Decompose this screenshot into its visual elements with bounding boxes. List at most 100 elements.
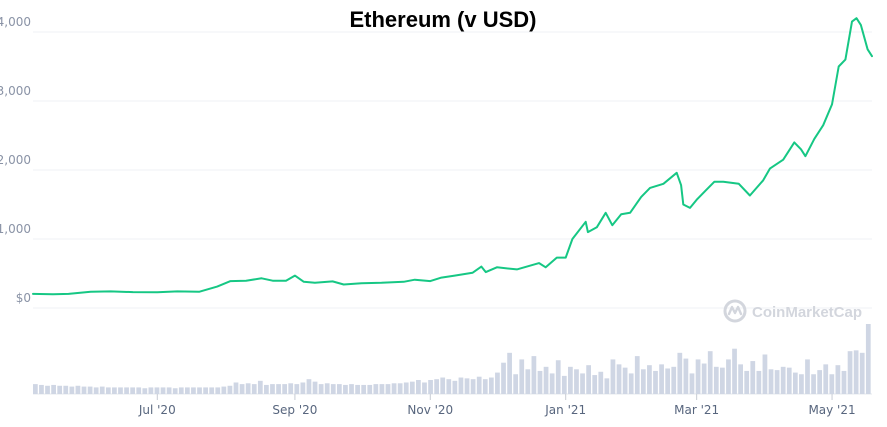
volume-bar xyxy=(318,384,324,394)
volume-bars xyxy=(33,324,871,394)
volume-bar xyxy=(184,387,190,394)
volume-bar xyxy=(148,387,154,394)
volume-bar xyxy=(160,387,166,394)
volume-bar xyxy=(659,364,664,394)
x-tick-label: May '21 xyxy=(808,403,855,417)
volume-bar xyxy=(379,384,385,394)
volume-bar xyxy=(859,352,865,394)
volume-bar xyxy=(786,367,792,394)
volume-bar xyxy=(507,352,512,394)
volume-bar xyxy=(495,372,500,394)
volume-bar xyxy=(422,382,427,394)
volume-bar xyxy=(112,387,117,394)
volume-bar xyxy=(835,365,841,394)
volume-bar xyxy=(543,366,549,394)
volume-bar xyxy=(817,370,823,394)
volume-bar xyxy=(166,387,172,394)
volume-bar xyxy=(130,387,136,394)
volume-bar xyxy=(172,388,178,394)
y-tick-label: $4,000 xyxy=(0,15,31,29)
volume-bar xyxy=(203,387,208,394)
volume-bar xyxy=(762,354,768,394)
volume-bar xyxy=(841,370,847,394)
volume-bar xyxy=(586,365,591,394)
volume-bar xyxy=(853,350,859,394)
volume-bar xyxy=(349,384,354,394)
volume-bar xyxy=(385,384,391,394)
volume-bar xyxy=(464,378,470,394)
volume-bar xyxy=(391,383,397,394)
volume-bar xyxy=(197,387,202,394)
volume-bar xyxy=(69,386,75,394)
volume-bar xyxy=(574,369,579,394)
y-tick-label: $0 xyxy=(16,291,31,305)
volume-bar xyxy=(568,366,573,394)
volume-bar xyxy=(452,380,458,394)
volume-bar xyxy=(549,373,555,394)
volume-bar xyxy=(336,384,342,394)
volume-bar xyxy=(683,358,689,394)
volume-bar xyxy=(63,385,69,394)
volume-bar xyxy=(93,387,99,394)
volume-bar xyxy=(671,366,677,394)
price-line xyxy=(32,17,873,296)
volume-bar xyxy=(306,379,312,394)
volume-bar xyxy=(367,384,373,394)
volume-bar xyxy=(592,375,598,394)
volume-bar xyxy=(282,384,288,394)
volume-bar xyxy=(39,384,44,394)
volume-bar xyxy=(634,356,640,394)
volume-bar xyxy=(488,377,494,394)
volume-bar xyxy=(811,374,816,394)
volume-bar xyxy=(215,387,221,394)
volume-bar xyxy=(373,384,379,394)
coinmarketcap-logo-icon xyxy=(723,299,747,323)
volume-bar xyxy=(531,356,537,394)
volume-bar xyxy=(227,385,233,394)
volume-bar xyxy=(744,370,750,394)
volume-bar xyxy=(695,359,701,394)
y-tick-label: $2,000 xyxy=(0,153,31,167)
y-tick-label: $1,000 xyxy=(0,222,31,236)
volume-bar xyxy=(774,370,780,394)
volume-bar xyxy=(616,364,622,394)
volume-bar xyxy=(33,384,38,394)
volume-bar xyxy=(239,384,245,394)
volume-bar xyxy=(136,387,142,394)
volume-bar xyxy=(251,384,257,394)
volume-bar xyxy=(689,373,695,394)
volume-bar xyxy=(209,387,215,394)
volume-bar xyxy=(124,387,129,394)
volume-bar xyxy=(501,362,506,394)
volume-bar xyxy=(470,379,476,394)
volume-bar xyxy=(476,376,482,394)
volume-bar xyxy=(647,365,652,394)
volume-bar xyxy=(440,377,446,394)
volume-bar xyxy=(446,379,452,394)
price-series xyxy=(32,17,873,296)
volume-bar xyxy=(361,384,367,394)
volume-bar xyxy=(343,384,348,394)
chart-title: Ethereum (v USD) xyxy=(349,7,536,32)
volume-bar xyxy=(257,380,263,394)
volume-bar xyxy=(458,377,464,394)
volume-bar xyxy=(865,324,871,394)
volume-bar xyxy=(142,388,148,394)
volume-bar xyxy=(397,383,403,394)
volume-bar xyxy=(276,384,281,394)
volume-bar xyxy=(191,387,196,394)
volume-bar xyxy=(118,387,123,394)
volume-bar xyxy=(221,386,227,394)
volume-bar xyxy=(87,386,93,394)
volume-bar xyxy=(555,360,561,394)
volume-bar xyxy=(653,370,658,394)
x-tick-label: Jul '20 xyxy=(138,403,176,417)
volume-bar xyxy=(726,359,731,394)
volume-bar xyxy=(312,381,318,394)
volume-bar xyxy=(640,369,646,394)
volume-bar xyxy=(57,385,63,394)
volume-bar xyxy=(750,361,756,394)
volume-bar xyxy=(823,364,829,394)
volume-bar xyxy=(805,359,810,394)
volume-bar xyxy=(75,385,81,394)
